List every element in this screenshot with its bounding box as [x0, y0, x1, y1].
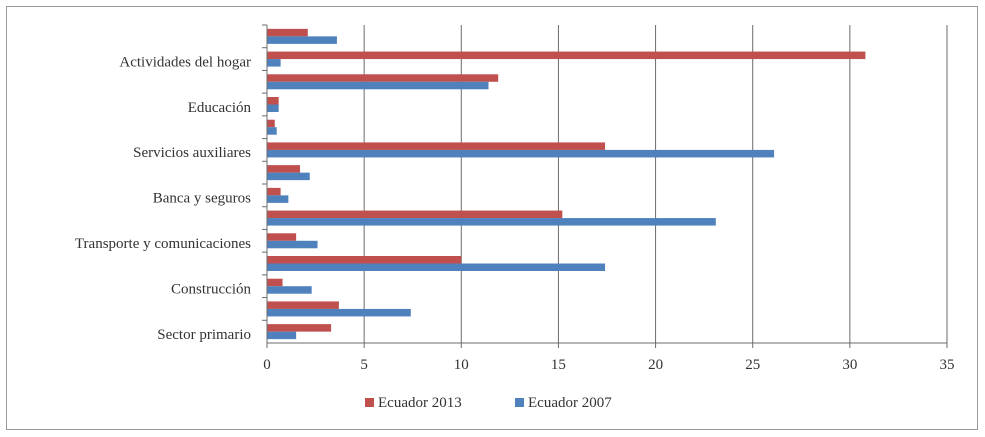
category-label: Banca y seguros — [153, 191, 251, 207]
x-tick-label: 25 — [745, 357, 760, 373]
bar-2007 — [267, 81, 489, 90]
bar-chart: 0 5 10 15 20 25 30 35 Sector primario Construcci… — [75, 24, 955, 411]
axes — [262, 24, 948, 348]
bar-2007 — [267, 127, 277, 135]
legend-label-2007: Ecuador 2007 — [528, 395, 612, 411]
bar-2007 — [267, 240, 318, 249]
bar-2007 — [267, 331, 297, 340]
x-tick-label: 0 — [263, 357, 271, 373]
x-tick-labels: 0 5 10 15 20 25 30 35 — [263, 357, 954, 373]
bar-2013 — [267, 187, 281, 196]
bar-2013 — [267, 142, 606, 150]
chart-frame: 0 5 10 15 20 25 30 35 Sector primario Construcci… — [6, 6, 978, 430]
category-label: Transporte y comunicaciones — [75, 236, 251, 252]
x-tick-label: 15 — [551, 357, 566, 373]
legend-label-2013: Ecuador 2013 — [378, 395, 462, 411]
grid-lines — [363, 25, 948, 343]
bar-2013 — [267, 324, 332, 332]
bar-2007 — [267, 308, 411, 317]
x-tick-label: 35 — [940, 357, 955, 373]
bars — [267, 28, 866, 340]
bar-2013 — [267, 119, 275, 128]
bar-2007 — [267, 36, 337, 44]
category-label: Educación — [188, 100, 252, 116]
bar-2007 — [267, 172, 310, 181]
category-label: Servicios auxiliares — [133, 145, 251, 161]
bar-2007 — [267, 59, 281, 67]
bar-2013 — [267, 28, 308, 37]
bar-2013 — [267, 165, 301, 173]
bar-2007 — [267, 104, 279, 112]
bar-2013 — [267, 210, 563, 219]
x-tick-label: 30 — [842, 357, 857, 373]
category-label: Actividades del hogar — [119, 54, 251, 70]
legend-swatch-2013 — [365, 398, 374, 407]
x-tick-label: 20 — [648, 357, 663, 373]
bar-2007 — [267, 195, 289, 203]
category-labels: Sector primario Construcción Transporte y … — [75, 54, 252, 343]
bar-2007 — [267, 286, 312, 294]
x-tick-label: 5 — [360, 357, 368, 373]
bar-2013 — [267, 74, 499, 82]
bar-2013 — [267, 256, 462, 264]
bar-2013 — [267, 97, 279, 105]
bar-2007 — [267, 263, 606, 271]
bar-2013 — [267, 51, 866, 60]
bar-2013 — [267, 301, 339, 309]
bar-2013 — [267, 233, 297, 241]
legend: Ecuador 2013 Ecuador 2007 — [365, 395, 612, 411]
category-label: Construcción — [171, 281, 251, 297]
bar-2013 — [267, 278, 283, 287]
legend-swatch-2007 — [515, 398, 524, 407]
bar-2007 — [267, 218, 716, 226]
x-tick-label: 10 — [454, 357, 469, 373]
bar-2007 — [267, 149, 775, 158]
category-label: Sector primario — [157, 327, 251, 343]
